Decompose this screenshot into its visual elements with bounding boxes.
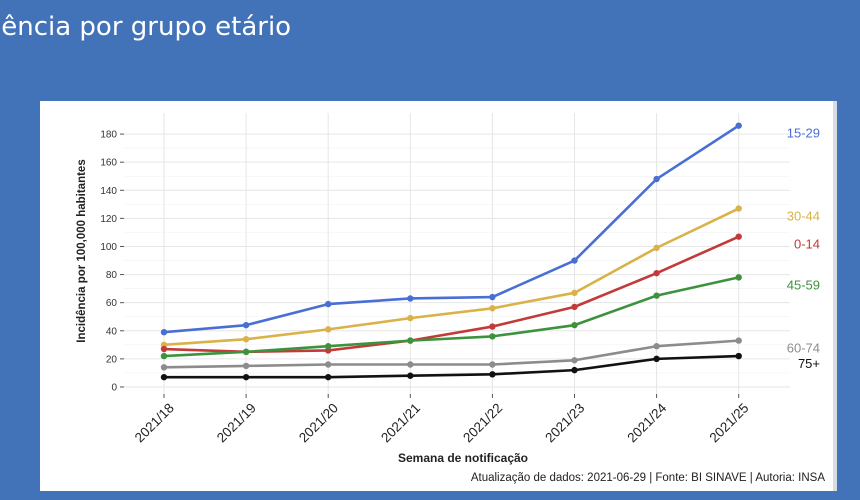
data-point <box>571 357 578 364</box>
data-point <box>242 348 250 356</box>
data-point <box>242 336 250 343</box>
data-point <box>489 361 496 368</box>
data-point <box>653 292 660 299</box>
y-axis-label: Incidência por 100,000 habitantes <box>76 159 88 342</box>
data-point <box>160 328 168 336</box>
series-line <box>162 276 741 358</box>
y-tick-label: 0 <box>111 382 117 393</box>
data-point <box>160 345 168 353</box>
series-line <box>162 124 741 334</box>
y-tick-label: 20 <box>106 354 118 365</box>
data-point <box>407 361 414 368</box>
x-axis-label: Semana de notificação <box>398 451 528 465</box>
data-point <box>735 122 742 129</box>
y-tick-label: 60 <box>106 298 118 309</box>
data-point <box>571 303 578 311</box>
data-point <box>489 305 496 312</box>
x-tick-label: 2021/21 <box>378 400 423 445</box>
data-point <box>489 323 496 330</box>
data-point <box>571 366 578 374</box>
data-point <box>735 274 742 281</box>
y-tick-label: 40 <box>106 326 118 337</box>
x-tick-label: 2021/20 <box>296 400 341 445</box>
data-point <box>735 337 742 344</box>
data-point <box>735 205 742 212</box>
x-tick-label: 2021/19 <box>214 400 259 445</box>
x-tick-label: 2021/24 <box>624 400 669 445</box>
data-point <box>571 321 578 329</box>
series-line <box>162 339 741 369</box>
series-label: 15-29 <box>787 126 820 141</box>
series-label: 45-59 <box>787 277 820 292</box>
x-axis: 2021/18 2021/19 2021/20 2021/21 2021/22 2021/… <box>132 394 752 445</box>
data-point <box>653 355 660 363</box>
data-point <box>653 175 660 183</box>
series-label: 60-74 <box>787 341 820 356</box>
data-point <box>571 289 578 297</box>
series-group <box>160 122 742 381</box>
x-tick-label: 2021/25 <box>706 400 751 445</box>
data-point <box>653 269 660 277</box>
data-point <box>407 295 414 302</box>
data-point <box>407 314 414 322</box>
x-tick-label: 2021/23 <box>542 400 587 445</box>
data-point <box>242 373 250 381</box>
grid <box>124 113 790 394</box>
chart-panel: 0 20 40 60 80 100 120 140 160 180 2021/18 2021/19 2… <box>40 101 837 491</box>
data-point <box>407 337 414 344</box>
data-point <box>242 321 250 329</box>
data-point <box>325 373 332 381</box>
series-line <box>162 207 741 347</box>
data-point <box>325 343 332 350</box>
y-tick-label: 120 <box>100 214 117 225</box>
y-tick-label: 140 <box>100 186 117 197</box>
data-point <box>571 257 578 264</box>
y-tick-label: 100 <box>100 242 117 253</box>
data-point <box>489 333 496 340</box>
data-point <box>325 300 332 308</box>
data-point <box>325 361 332 368</box>
x-tick-label: 2021/22 <box>460 400 505 445</box>
data-point <box>242 362 250 370</box>
data-point <box>653 244 660 252</box>
y-tick-label: 80 <box>106 270 118 281</box>
data-point <box>325 326 332 333</box>
series-label: 30-44 <box>787 209 820 224</box>
caption: Atualização de dados: 2021-06-29 | Fonte… <box>471 472 825 484</box>
data-point <box>653 343 660 350</box>
data-point <box>160 373 168 381</box>
data-point <box>735 233 742 240</box>
series-line <box>162 354 741 379</box>
y-axis: 0 20 40 60 80 100 120 140 160 180 <box>100 130 124 393</box>
data-point <box>407 372 414 379</box>
data-point <box>489 293 496 301</box>
slide-title: lência por grupo etário <box>0 12 292 42</box>
y-tick-label: 180 <box>100 130 117 141</box>
series-label: 75+ <box>798 356 820 371</box>
data-point <box>735 352 742 360</box>
x-tick-label: 2021/18 <box>132 400 177 445</box>
data-point <box>489 371 496 378</box>
series-label: 0-14 <box>794 237 820 252</box>
y-tick-label: 160 <box>100 158 117 169</box>
data-point <box>160 364 168 371</box>
data-point <box>160 352 168 360</box>
series-line <box>162 235 741 354</box>
